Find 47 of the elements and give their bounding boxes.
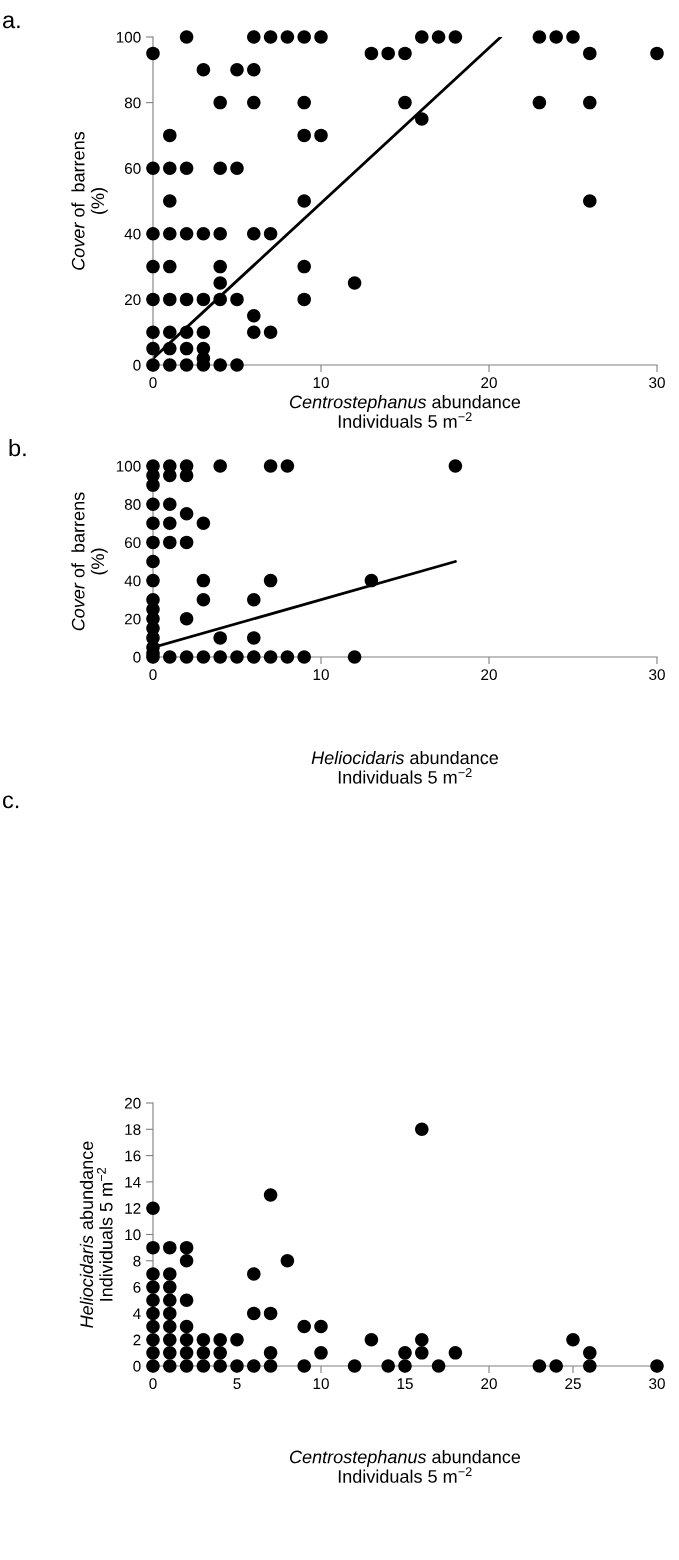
y-tick-label: 20: [124, 1097, 141, 1109]
y-axis-title: Cover of barrens (%): [71, 131, 108, 270]
y-tick-label: 60: [124, 537, 141, 549]
y-tick-label: 80: [124, 97, 141, 109]
y-axis-title: Cover of barrens (%): [71, 492, 108, 631]
x-axis-title: Heliocidaris abundance Individuals 5 m$^{−2}$: [311, 750, 499, 784]
x-tick-label: 30: [649, 669, 665, 681]
x-tick-label: 30: [649, 377, 665, 389]
x-tick-label: 10: [313, 669, 329, 681]
y-tick-label: 18: [125, 1124, 141, 1135]
y-tick-label: 20: [124, 294, 141, 306]
y-tick-label: 0: [133, 1360, 141, 1372]
y-tick-label: 4: [133, 1308, 141, 1319]
x-axis-title: Centrostephanus abundance Individuals 5 m$^{−2}$: [289, 395, 521, 428]
y-tick-label: 6: [133, 1281, 141, 1293]
x-tick-label: 5: [233, 1378, 241, 1390]
x-tick-label: 0: [149, 1378, 157, 1390]
x-tick-label: 0: [149, 669, 157, 681]
chart-title: b.: [9, 439, 26, 457]
y-tick-label: 40: [124, 575, 141, 587]
y-tick-label: 2: [133, 1334, 141, 1346]
x-tick-label: 20: [481, 377, 497, 389]
y-tick-label: 100: [116, 460, 141, 472]
y-tick-label: 60: [124, 163, 141, 174]
y-tick-label: 80: [124, 499, 141, 510]
y-tick-label: 20: [124, 613, 141, 625]
x-tick-label: 15: [397, 1378, 413, 1390]
x-tick-label: 30: [649, 1378, 665, 1390]
x-tick-label: 20: [481, 1378, 497, 1390]
y-tick-label: 16: [125, 1150, 141, 1162]
y-tick-label: 100: [116, 31, 141, 43]
y-tick-label: 0: [133, 359, 141, 371]
x-tick-label: 25: [565, 1378, 581, 1390]
x-tick-label: 10: [313, 377, 329, 389]
y-tick-label: 12: [125, 1203, 141, 1214]
x-tick-label: 10: [313, 1378, 329, 1390]
y-axis-title: Heliocidaris abundance Individuals 5 m$^{−2}$: [79, 1141, 113, 1328]
x-tick-label: 0: [149, 377, 157, 389]
x-tick-label: 20: [481, 669, 497, 681]
y-tick-label: 40: [124, 228, 141, 240]
y-tick-label: 14: [125, 1176, 141, 1188]
y-tick-label: 8: [133, 1255, 141, 1267]
chart-title: c.: [3, 795, 19, 809]
y-tick-label: 10: [125, 1229, 141, 1241]
chart-title: a.: [3, 15, 20, 29]
x-axis-title: Centrostephanus abundance Individuals 5 m$^{−2}$: [289, 1450, 521, 1483]
y-tick-label: 0: [133, 651, 141, 663]
